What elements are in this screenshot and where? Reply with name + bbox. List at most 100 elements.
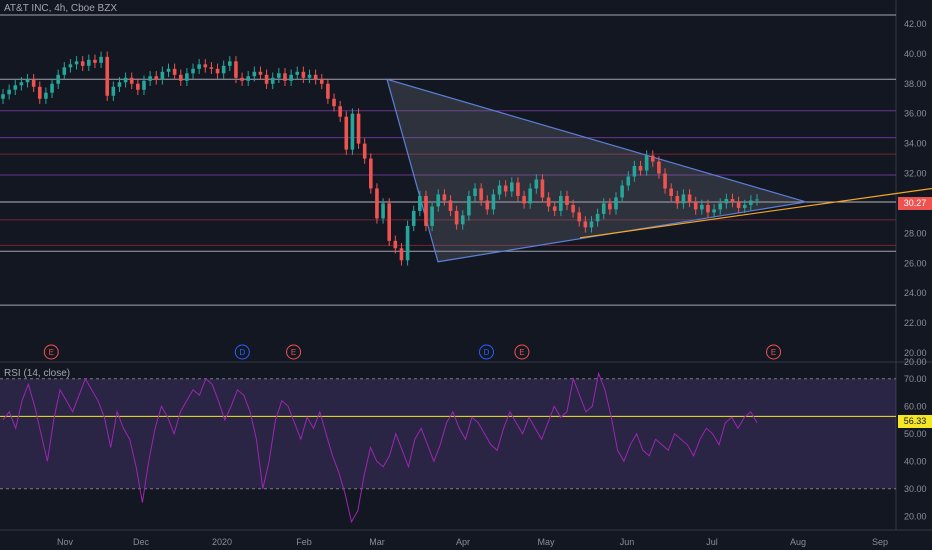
- price-tick-label: 20.00: [904, 357, 927, 367]
- candle: [700, 199, 704, 215]
- candle: [589, 216, 594, 233]
- candle-body: [706, 204, 710, 213]
- candle-body: [467, 195, 471, 216]
- candle: [7, 84, 11, 100]
- candle-body: [148, 76, 152, 81]
- candle: [467, 190, 471, 221]
- candle: [203, 59, 208, 73]
- candle-body: [601, 203, 606, 214]
- candle-body: [608, 203, 612, 210]
- candle-body: [559, 195, 563, 211]
- candle: [25, 74, 30, 88]
- candle-body: [19, 82, 24, 86]
- candle-body: [448, 200, 453, 211]
- candle: [295, 66, 300, 81]
- candle: [626, 171, 631, 191]
- candle-body: [369, 158, 373, 189]
- price-tick-label: 36.00: [904, 109, 927, 119]
- candle-body: [663, 173, 667, 189]
- candle: [332, 93, 336, 112]
- candle-body: [565, 195, 569, 205]
- candle: [148, 71, 152, 87]
- candle: [350, 108, 355, 155]
- candle-body: [534, 179, 539, 189]
- candle: [178, 69, 183, 87]
- rsi-title: RSI (14, close): [4, 368, 71, 379]
- candle-body: [693, 201, 698, 210]
- candle: [650, 150, 655, 167]
- candle-body: [503, 185, 508, 192]
- triangle-pattern: [386, 78, 932, 263]
- candle-body: [675, 195, 680, 204]
- candle: [577, 207, 582, 227]
- candle: [552, 201, 557, 217]
- candle-body: [571, 204, 575, 213]
- time-tick-label: Sep: [872, 537, 888, 547]
- candle: [270, 72, 275, 90]
- candle-body: [638, 166, 643, 171]
- candle: [338, 100, 342, 122]
- dividend-marker-circle: [479, 344, 495, 360]
- candle-body: [111, 86, 116, 96]
- candle: [387, 198, 391, 247]
- candle-body: [595, 213, 600, 222]
- candle: [356, 108, 361, 149]
- candle: [614, 192, 618, 215]
- candle-body: [185, 73, 189, 81]
- candle: [154, 71, 159, 85]
- candle-body: [473, 188, 477, 196]
- candle-body: [289, 74, 293, 81]
- time-tick-label: Feb: [296, 537, 312, 547]
- candle: [509, 177, 514, 197]
- candle-body: [154, 76, 159, 80]
- candle: [136, 78, 140, 95]
- candle: [277, 68, 281, 84]
- candle: [19, 77, 24, 91]
- candle: [142, 75, 146, 95]
- candle-body: [338, 106, 342, 117]
- rsi-tick-label: 50.00: [904, 429, 927, 439]
- candle-body: [234, 61, 238, 78]
- candle-body: [87, 59, 91, 66]
- candle-body: [258, 71, 263, 75]
- candle: [540, 174, 545, 203]
- candle-body: [742, 204, 747, 208]
- candle-body: [589, 221, 594, 228]
- price-tick-label: 24.00: [904, 288, 927, 298]
- candle-body: [528, 188, 532, 204]
- candle-body: [712, 209, 716, 213]
- candle: [93, 54, 97, 69]
- candle: [473, 183, 477, 202]
- dividend-marker-label: D: [484, 348, 490, 357]
- candle-body: [319, 79, 324, 84]
- candle-body: [424, 195, 428, 226]
- candle-body: [650, 155, 655, 162]
- candle: [160, 66, 165, 85]
- candle: [228, 56, 232, 72]
- candle: [50, 78, 54, 98]
- candle-body: [700, 204, 704, 210]
- candle-body: [411, 210, 416, 226]
- candle-body: [142, 80, 146, 90]
- candle-body: [277, 73, 281, 78]
- dividend-marker-label: D: [239, 348, 245, 357]
- candle-body: [270, 77, 275, 84]
- price-tick-label: 32.00: [904, 169, 927, 179]
- candle: [755, 194, 759, 206]
- price-tick-label: 28.00: [904, 228, 927, 238]
- candle: [411, 205, 416, 232]
- last-price-tag: 30.27: [898, 197, 932, 210]
- candle: [497, 180, 502, 200]
- candle: [491, 189, 496, 215]
- candle-body: [191, 68, 195, 74]
- candle: [99, 51, 103, 69]
- candle: [111, 81, 116, 101]
- candle-body: [344, 116, 349, 150]
- candle: [74, 56, 79, 70]
- candle: [117, 77, 122, 92]
- candle: [485, 195, 490, 215]
- candle-body: [326, 83, 330, 99]
- candle: [326, 78, 330, 104]
